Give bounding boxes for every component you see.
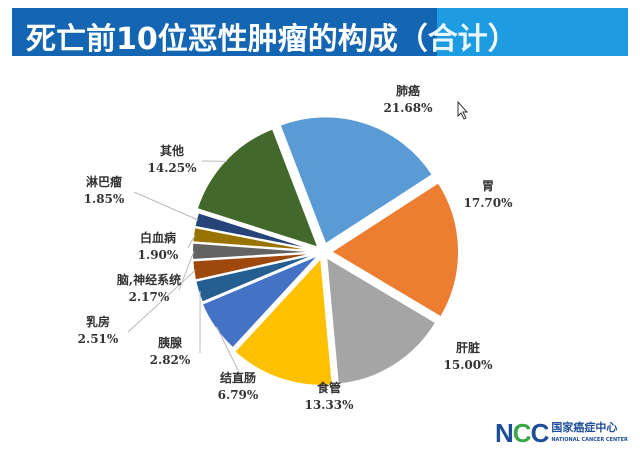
leader-line-4: [216, 326, 239, 371]
data-label-value: 1.85%: [84, 192, 125, 206]
data-label-category: 食管: [316, 380, 341, 395]
data-label-category: 肺癌: [396, 83, 420, 98]
logo-text: 国家癌症中心 NATIONAL CANCER CENTER: [551, 420, 628, 443]
data-label-value: 15.00%: [444, 358, 494, 372]
title-end: ）: [487, 22, 518, 57]
data-label-category: 肝脏: [456, 340, 480, 355]
data-label-value: 2.51%: [78, 332, 119, 346]
title-main: 死亡前10位恶性肿瘤的构成（: [26, 22, 428, 57]
data-label-category: 胰腺: [158, 335, 183, 350]
leader-line-6: [127, 269, 196, 333]
data-label-value: 2.82%: [150, 353, 191, 367]
data-label-category: 白血病: [140, 230, 176, 245]
title-highlight: 合计: [427, 22, 488, 57]
data-label-category: 淋巴瘤: [86, 174, 122, 189]
mouse-cursor-icon: [457, 100, 469, 120]
leader-line-7: [178, 251, 195, 291]
leader-line-9: [133, 191, 199, 221]
data-label-value: 17.70%: [464, 196, 514, 210]
data-label-value: 21.68%: [384, 101, 434, 115]
data-label-value: 13.33%: [305, 398, 355, 412]
pie-slice-2: [325, 255, 438, 386]
data-label-category: 胃: [482, 179, 494, 193]
logo-mark: NCC: [495, 418, 549, 448]
pie-slice-4: [200, 253, 321, 350]
ncc-logo: NCC 国家癌症中心 NATIONAL CANCER CENTER: [495, 418, 628, 449]
pie-slice-10: [195, 127, 321, 250]
pie-slice-3: [232, 255, 334, 387]
data-label-category: 结直肠: [220, 370, 256, 385]
title-bar: 死亡前10位恶性肿瘤的构成（合计）: [12, 8, 628, 58]
data-label-category: 其他: [160, 143, 184, 158]
page-title: 死亡前10位恶性肿瘤的构成（合计）: [26, 14, 518, 58]
data-label-category: 脑,神经系统: [116, 272, 181, 287]
pie-slice-0: [278, 115, 435, 246]
leader-line-8: [187, 234, 196, 249]
data-label-category: 乳房: [86, 314, 110, 329]
data-label-value: 1.90%: [138, 248, 179, 262]
data-label-value: 6.79%: [218, 388, 259, 402]
data-label-value: 2.17%: [129, 290, 170, 304]
data-label-value: 14.25%: [148, 161, 198, 175]
pie-slice-1: [329, 180, 460, 319]
